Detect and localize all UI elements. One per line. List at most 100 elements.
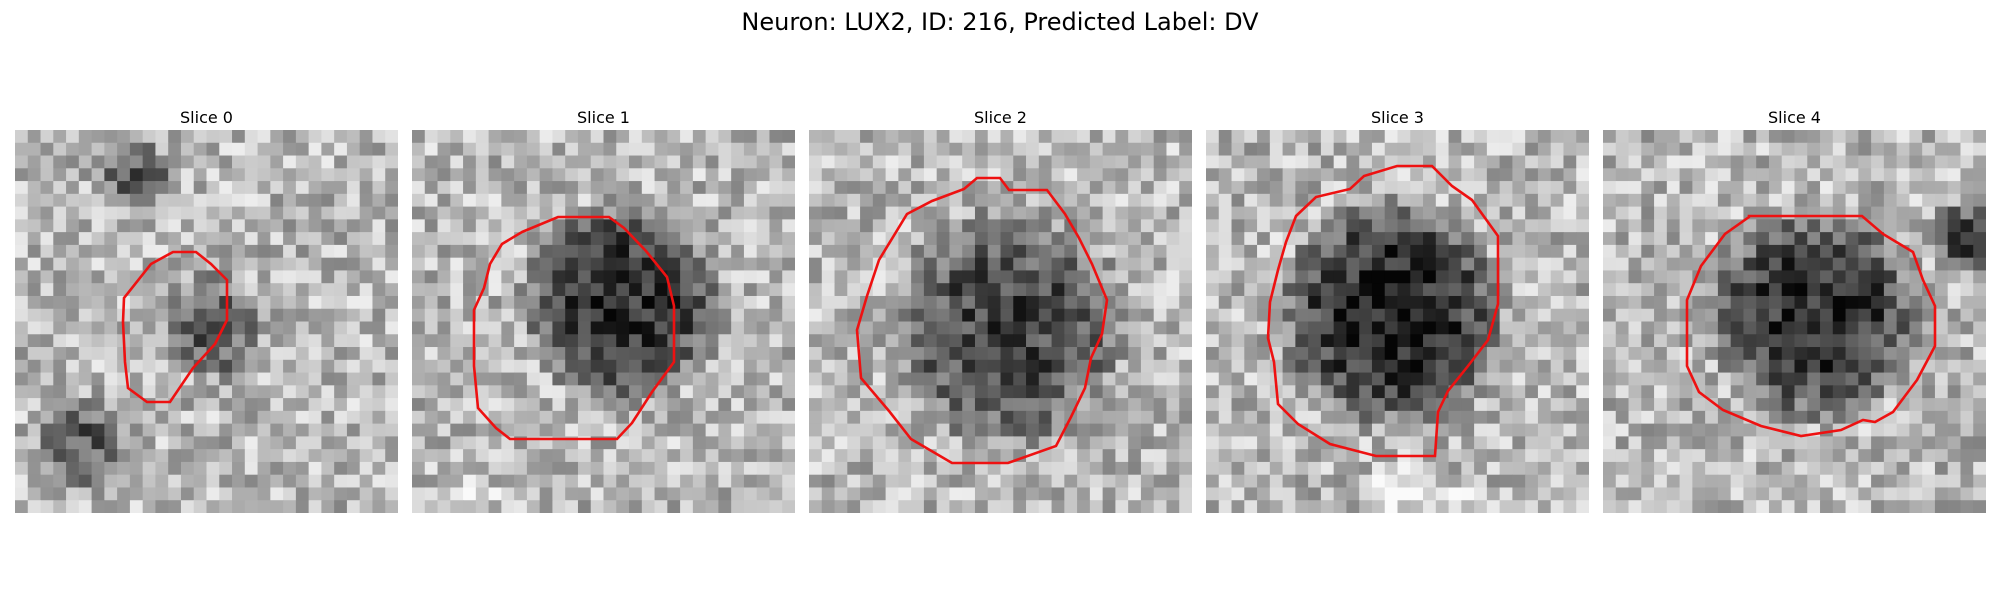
- pixel: [1603, 449, 1617, 463]
- pixel: [1858, 359, 1872, 373]
- pixel: [769, 283, 783, 297]
- pixel: [437, 500, 451, 513]
- pixel: [295, 398, 310, 412]
- pixel: [450, 436, 464, 450]
- pixel: [1257, 436, 1271, 450]
- pixel: [1871, 257, 1885, 271]
- pixel: [1115, 181, 1129, 195]
- pixel: [898, 206, 912, 220]
- pixel: [1026, 257, 1040, 271]
- pixel: [346, 295, 361, 310]
- pixel: [1206, 334, 1220, 348]
- pixel: [66, 372, 80, 386]
- pixel: [718, 219, 732, 233]
- pixel: [1525, 474, 1539, 488]
- pixel: [1615, 423, 1629, 437]
- pixel: [1871, 283, 1885, 297]
- pixel: [539, 461, 553, 476]
- pixel: [168, 359, 182, 373]
- pixel: [616, 410, 630, 425]
- pixel: [219, 500, 233, 513]
- pixel: [104, 193, 118, 207]
- pixel: [1692, 398, 1706, 412]
- pixel: [1550, 206, 1564, 220]
- pixel: [1820, 257, 1834, 271]
- pixel: [1743, 257, 1757, 271]
- pixel: [860, 487, 874, 501]
- pixel: [232, 500, 246, 513]
- pixel: [1359, 385, 1373, 399]
- pixel: [1269, 130, 1283, 144]
- pixel: [501, 244, 515, 259]
- pixel: [1013, 347, 1027, 361]
- pixel: [501, 270, 515, 284]
- pixel: [1051, 321, 1065, 335]
- pixel: [616, 168, 630, 182]
- pixel: [1743, 130, 1757, 144]
- pixel: [1410, 219, 1424, 233]
- pixel: [321, 295, 335, 310]
- pixel: [1883, 219, 1898, 233]
- pixel: [1295, 155, 1309, 169]
- pixel: [1244, 257, 1258, 271]
- pixel: [680, 142, 694, 156]
- pixel: [1743, 461, 1757, 476]
- pixel: [385, 385, 398, 399]
- pixel: [1000, 168, 1014, 182]
- pixel: [1359, 219, 1373, 233]
- pixel: [385, 398, 398, 412]
- pixel: [756, 347, 770, 361]
- pixel: [1486, 181, 1501, 195]
- pixel: [1153, 334, 1167, 348]
- pixel: [1166, 372, 1180, 386]
- pixel: [1115, 487, 1129, 501]
- pixel: [1717, 257, 1732, 271]
- pixel: [1410, 372, 1424, 386]
- pixel: [1218, 398, 1232, 412]
- pixel: [1166, 168, 1180, 182]
- pixel: [180, 308, 195, 322]
- pixel: [1641, 130, 1655, 144]
- pixel: [1705, 193, 1719, 207]
- pixel: [577, 334, 592, 348]
- pixel: [463, 436, 477, 450]
- pixel: [539, 283, 553, 297]
- pixel: [718, 270, 732, 284]
- pixel: [40, 244, 54, 259]
- pixel: [1231, 193, 1245, 207]
- pixel: [1179, 244, 1192, 259]
- pixel: [1077, 206, 1091, 220]
- pixel: [974, 270, 989, 284]
- pixel: [450, 372, 464, 386]
- pixel: [180, 423, 195, 437]
- pixel: [1077, 142, 1091, 156]
- pixel: [756, 295, 770, 310]
- pixel: [346, 193, 361, 207]
- pixel: [1973, 385, 1986, 399]
- pixel: [743, 308, 758, 322]
- pixel: [1717, 219, 1732, 233]
- pixel: [1576, 487, 1589, 501]
- pixel: [1038, 423, 1052, 437]
- pixel: [1794, 232, 1808, 246]
- pixel: [756, 334, 770, 348]
- pixel: [1308, 359, 1322, 373]
- pixel: [1179, 359, 1192, 373]
- pixel: [898, 308, 912, 322]
- pixel: [847, 308, 861, 322]
- pixel: [1410, 142, 1424, 156]
- pixel: [1282, 321, 1296, 335]
- pixel: [66, 270, 80, 284]
- pixel: [1000, 130, 1014, 144]
- pixel: [1295, 206, 1309, 220]
- pixel: [1603, 193, 1617, 207]
- pixel: [1499, 385, 1513, 399]
- pixel: [1730, 232, 1744, 246]
- pixel: [1717, 461, 1732, 476]
- pixel: [1474, 244, 1488, 259]
- pixel: [603, 168, 617, 182]
- pixel: [1179, 232, 1192, 246]
- pixel: [1244, 436, 1258, 450]
- pixel: [385, 232, 398, 246]
- pixel: [385, 206, 398, 220]
